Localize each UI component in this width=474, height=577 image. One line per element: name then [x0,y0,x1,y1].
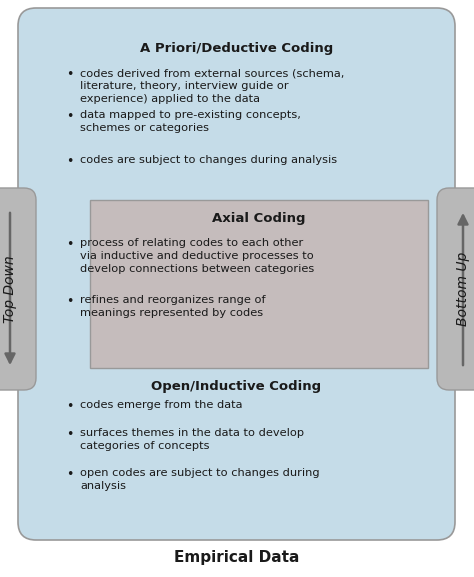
Text: Top Down: Top Down [3,255,17,323]
Text: •: • [66,68,73,81]
Text: Open/Inductive Coding: Open/Inductive Coding [151,380,321,393]
Text: surfaces themes in the data to develop
categories of concepts: surfaces themes in the data to develop c… [80,428,304,451]
Text: process of relating codes to each other
via inductive and deductive processes to: process of relating codes to each other … [80,238,314,273]
Text: Axial Coding: Axial Coding [212,212,306,225]
Text: •: • [66,468,73,481]
FancyBboxPatch shape [90,200,428,368]
Text: codes emerge from the data: codes emerge from the data [80,400,243,410]
Text: A Priori/Deductive Coding: A Priori/Deductive Coding [140,42,333,55]
Text: •: • [66,400,73,413]
Text: refines and reorganizes range of
meanings represented by codes: refines and reorganizes range of meaning… [80,295,265,318]
Text: codes are subject to changes during analysis: codes are subject to changes during anal… [80,155,337,165]
FancyBboxPatch shape [437,188,474,390]
Text: open codes are subject to changes during
analysis: open codes are subject to changes during… [80,468,319,491]
Text: •: • [66,428,73,441]
Text: •: • [66,295,73,308]
Text: •: • [66,110,73,123]
Text: data mapped to pre-existing concepts,
schemes or categories: data mapped to pre-existing concepts, sc… [80,110,301,133]
Text: •: • [66,238,73,251]
Text: Empirical Data: Empirical Data [174,550,299,565]
FancyBboxPatch shape [0,188,36,390]
Text: codes derived from external sources (schema,
literature, theory, interview guide: codes derived from external sources (sch… [80,68,345,104]
FancyBboxPatch shape [18,8,455,540]
Text: Bottom Up: Bottom Up [456,252,470,326]
Text: •: • [66,155,73,168]
